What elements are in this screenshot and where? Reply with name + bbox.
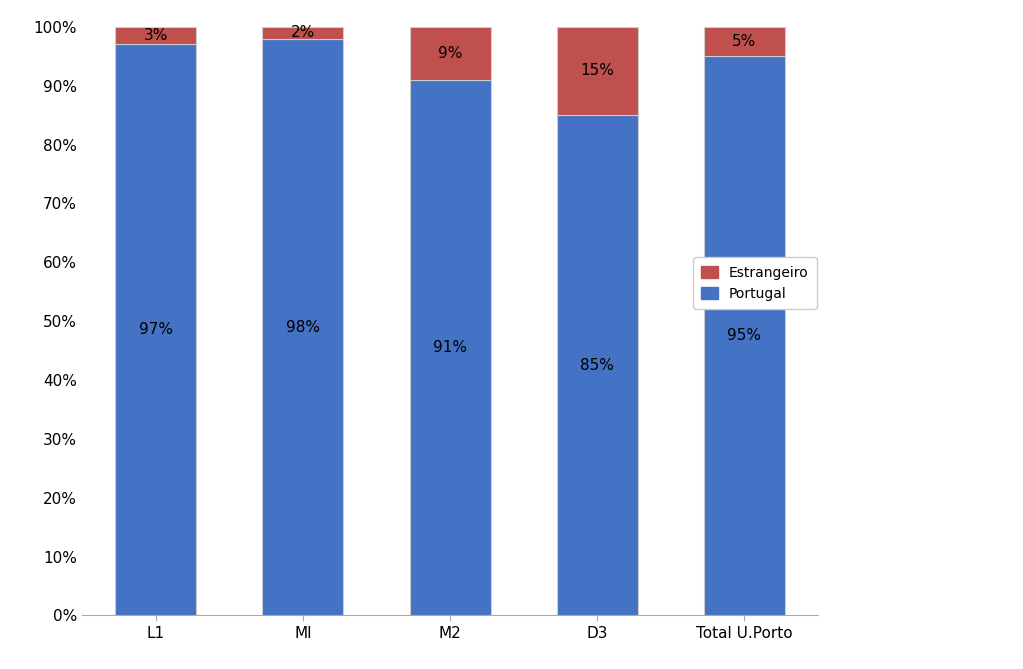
Bar	[704, 56, 785, 615]
Text: 2%: 2%	[291, 25, 315, 40]
Text: 95%: 95%	[727, 328, 761, 343]
Bar	[557, 27, 637, 115]
Text: 9%: 9%	[438, 45, 462, 61]
Bar	[409, 80, 491, 615]
Bar	[116, 44, 196, 615]
Legend: Estrangeiro, Portugal: Estrangeiro, Portugal	[693, 258, 817, 309]
Bar	[557, 115, 637, 615]
Text: 85%: 85%	[580, 358, 614, 373]
Text: 98%: 98%	[286, 320, 320, 334]
Text: 97%: 97%	[139, 322, 173, 337]
Bar	[116, 27, 196, 44]
Text: 15%: 15%	[580, 64, 614, 78]
Bar	[263, 39, 344, 615]
Text: 91%: 91%	[433, 340, 468, 355]
Bar	[263, 27, 344, 39]
Bar	[409, 27, 491, 80]
Bar	[704, 27, 785, 56]
Text: 5%: 5%	[732, 34, 757, 49]
Text: 3%: 3%	[143, 28, 168, 43]
